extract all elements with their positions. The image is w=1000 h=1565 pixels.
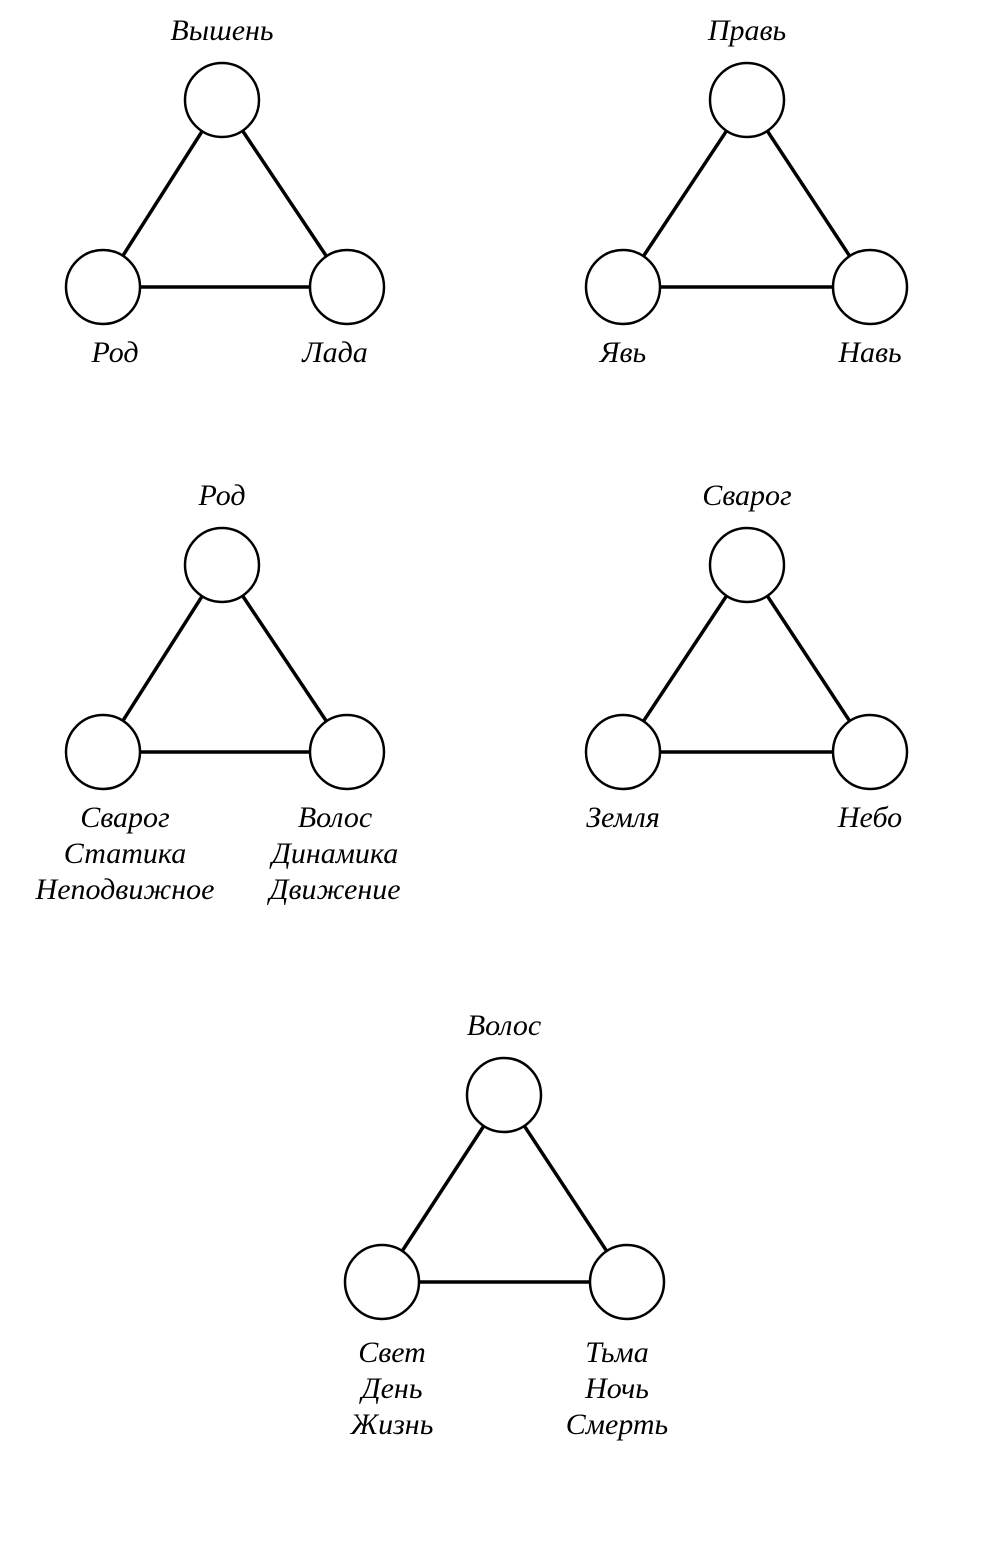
node-top bbox=[710, 63, 784, 137]
triangle-t5: Волос СветДеньЖизнь ТьмаНочьСмерть bbox=[345, 1009, 668, 1441]
triangle-t1: Вышень Род Лада bbox=[66, 14, 384, 369]
edge-top-right bbox=[243, 131, 327, 256]
label-left: Род bbox=[90, 336, 138, 369]
triangle-t2: Правь Явь Навь bbox=[586, 14, 907, 369]
edge-top-right bbox=[524, 1126, 606, 1251]
label-left: СварогСтатикаНеподвижное bbox=[35, 801, 215, 906]
label-top: Правь bbox=[707, 14, 786, 47]
node-left bbox=[586, 250, 660, 324]
label-right: ТьмаНочьСмерть bbox=[566, 1336, 668, 1441]
label-right: ВолосДинамикаДвижение bbox=[266, 801, 400, 906]
node-right bbox=[833, 250, 907, 324]
node-right bbox=[833, 715, 907, 789]
node-left bbox=[66, 250, 140, 324]
label-right: Небо bbox=[837, 801, 902, 834]
edge-top-left bbox=[123, 596, 202, 721]
edge-top-left bbox=[402, 1126, 484, 1251]
edge-top-right bbox=[767, 596, 849, 721]
node-right bbox=[310, 715, 384, 789]
edge-top-right bbox=[767, 131, 849, 256]
node-top bbox=[467, 1058, 541, 1132]
node-left bbox=[586, 715, 660, 789]
label-top: Волос bbox=[467, 1009, 541, 1042]
label-right: Лада bbox=[301, 336, 368, 369]
triangle-t3: Род СварогСтатикаНеподвижное ВолосДинамика… bbox=[35, 479, 401, 906]
edge-top-right bbox=[243, 596, 327, 721]
node-right bbox=[590, 1245, 664, 1319]
edge-top-left bbox=[643, 131, 726, 256]
node-left bbox=[345, 1245, 419, 1319]
edge-top-left bbox=[123, 131, 202, 256]
triangle-diagram: Вышень Род Лада Правь Явь Навь Род СварогСтатик… bbox=[0, 0, 1000, 1565]
node-right bbox=[310, 250, 384, 324]
label-top: Сварог bbox=[702, 479, 792, 512]
label-left: СветДеньЖизнь bbox=[350, 1336, 434, 1441]
label-top: Вышень bbox=[170, 14, 273, 47]
edge-top-left bbox=[643, 596, 726, 721]
node-top bbox=[185, 528, 259, 602]
triangle-t4: Сварог Земля Небо bbox=[586, 479, 907, 834]
node-top bbox=[185, 63, 259, 137]
label-top: Род bbox=[197, 479, 245, 512]
label-right: Навь bbox=[837, 336, 901, 369]
node-left bbox=[66, 715, 140, 789]
label-left: Земля bbox=[586, 801, 660, 834]
node-top bbox=[710, 528, 784, 602]
label-left: Явь bbox=[598, 336, 646, 369]
